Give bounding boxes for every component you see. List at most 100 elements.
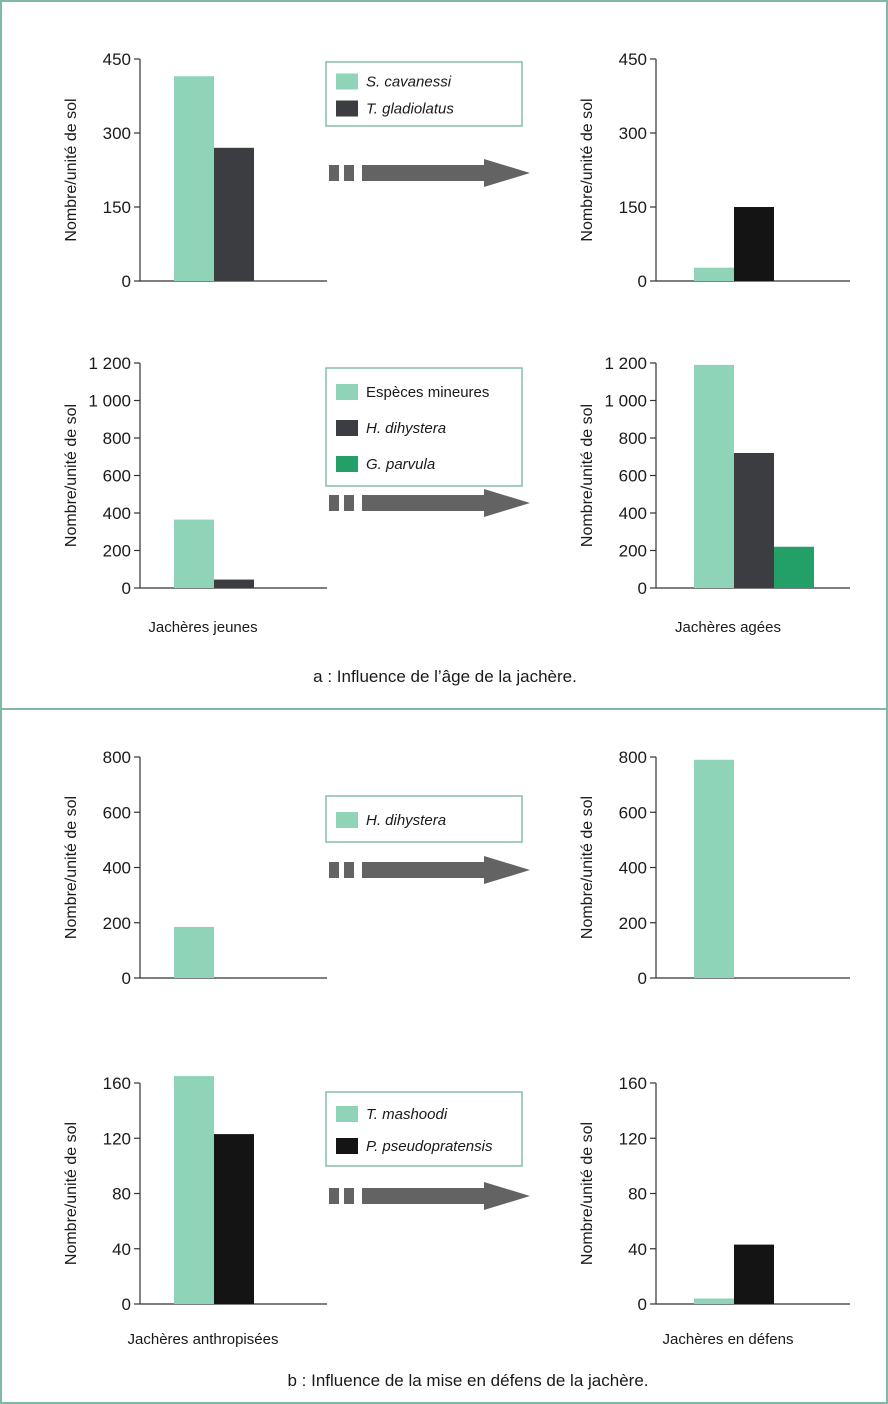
y-axis-label: Nombre/unité de sol (63, 1122, 80, 1265)
y-tick-label: 40 (112, 1240, 131, 1259)
left-plot: 0 200 400 600 800 Nombre/unité de sol (63, 748, 327, 988)
y-tick-label: 150 (103, 198, 131, 217)
legend-swatch (336, 420, 358, 436)
legend-swatch (336, 1138, 358, 1154)
legend-entry: G. parvula (366, 456, 435, 473)
y-axis-label: Nombre/unité de sol (579, 796, 596, 939)
bar (694, 759, 734, 978)
legend-entry: T. mashoodi (366, 1106, 448, 1123)
bar (174, 519, 214, 588)
group-label: Jachères en défens (663, 1331, 794, 1348)
y-axis-label: Nombre/unité de sol (63, 404, 80, 547)
y-tick-label: 160 (103, 1074, 131, 1093)
left-plot: 0 150 300 450 Nombre/unité de sol (63, 50, 327, 291)
arrow (329, 159, 530, 187)
bar (734, 453, 774, 588)
y-tick-label: 200 (619, 914, 647, 933)
y-tick-label: 150 (619, 198, 647, 217)
bar (694, 267, 734, 281)
y-tick-label: 0 (122, 579, 131, 598)
legend-swatch (336, 384, 358, 400)
legend-entry: H. dihystera (366, 812, 446, 829)
y-tick-label: 0 (122, 1295, 131, 1314)
legend-swatch (336, 1106, 358, 1122)
legend-swatch (336, 456, 358, 472)
y-tick-label: 450 (103, 50, 131, 69)
y-tick-label: 120 (619, 1129, 647, 1148)
legend-entry: S. cavanessi (366, 74, 452, 91)
y-tick-label: 80 (112, 1185, 131, 1204)
y-axis-label: Nombre/unité de sol (579, 404, 596, 547)
chart-a2: 0 200 400 600 800 1 000 1 200 Nombre/unité de s… (63, 354, 850, 636)
group-label: Jachères agées (675, 619, 781, 636)
bar (174, 926, 214, 978)
legend-box (325, 367, 523, 487)
y-tick-label: 120 (103, 1129, 131, 1148)
y-tick-label: 800 (619, 429, 647, 448)
legend: H. dihystera (325, 795, 523, 843)
bar (214, 579, 254, 588)
y-tick-label: 0 (638, 272, 647, 291)
y-tick-label: 200 (103, 542, 131, 561)
y-tick-label: 400 (619, 504, 647, 523)
legend-box (325, 61, 523, 127)
y-tick-label: 1 200 (604, 354, 647, 373)
y-tick-label: 160 (619, 1074, 647, 1093)
legend-swatch (336, 100, 358, 117)
y-tick-label: 40 (628, 1240, 647, 1259)
y-tick-label: 0 (638, 579, 647, 598)
caption-b: b : Influence de la mise en défens de la… (287, 1371, 648, 1390)
y-tick-label: 300 (619, 124, 647, 143)
y-tick-label: 0 (122, 969, 131, 988)
y-tick-label: 600 (103, 803, 131, 822)
y-tick-label: 1 000 (88, 392, 131, 411)
right-plot: 0 150 300 450 Nombre/unité de sol (579, 50, 850, 291)
bar (214, 1134, 254, 1304)
bar (174, 1076, 214, 1304)
y-axis-label: Nombre/unité de sol (579, 98, 596, 241)
bar (174, 76, 214, 282)
bar (734, 1244, 774, 1304)
chart-b1: 0 200 400 600 800 Nombre/unité de sol 0 200 400 6… (63, 748, 850, 988)
bar (214, 147, 254, 281)
left-plot: 0 200 400 600 800 1 000 1 200 Nombre/unité de s… (63, 354, 327, 636)
y-axis-label: Nombre/unité de sol (63, 796, 80, 939)
left-plot: 0 40 80 120 160 Nombre/unité de sol Jachères a… (63, 1074, 327, 1348)
y-tick-label: 600 (619, 803, 647, 822)
arrow (329, 1182, 530, 1210)
y-tick-label: 800 (619, 748, 647, 767)
y-tick-label: 400 (103, 859, 131, 878)
legend-swatch (336, 73, 358, 90)
y-tick-label: 300 (103, 124, 131, 143)
right-plot: 0 200 400 600 800 1 000 1 200 Nombre/unité de s… (579, 354, 850, 636)
chart-b2: 0 40 80 120 160 Nombre/unité de sol Jachères a… (63, 1074, 850, 1348)
arrow (329, 489, 530, 517)
bar (694, 1298, 734, 1304)
y-tick-label: 0 (638, 1295, 647, 1314)
legend: T. mashoodi P. pseudopratensis (325, 1091, 523, 1167)
arrow (329, 856, 530, 884)
group-label: Jachères jeunes (148, 619, 257, 636)
y-tick-label: 0 (638, 969, 647, 988)
legend-box (325, 1091, 523, 1167)
right-plot: 0 40 80 120 160 Nombre/unité de sol Jachères e… (579, 1074, 850, 1348)
y-tick-label: 0 (122, 272, 131, 291)
y-tick-label: 1 200 (88, 354, 131, 373)
y-tick-label: 800 (103, 748, 131, 767)
y-tick-label: 200 (619, 542, 647, 561)
caption-a: a : Influence de l’âge de la jachère. (313, 667, 577, 686)
legend-box (325, 795, 523, 843)
legend-swatch (336, 812, 358, 828)
y-tick-label: 450 (619, 50, 647, 69)
bar (774, 546, 814, 588)
bar (734, 207, 774, 281)
bar (694, 364, 734, 588)
group-label: Jachères anthropisées (128, 1331, 279, 1348)
y-tick-label: 800 (103, 429, 131, 448)
right-plot: 0 200 400 600 800 Nombre/unité de sol (579, 748, 850, 988)
y-tick-label: 400 (103, 504, 131, 523)
y-tick-label: 600 (619, 467, 647, 486)
y-axis-label: Nombre/unité de sol (63, 98, 80, 241)
legend-entry: Espèces mineures (366, 384, 489, 401)
